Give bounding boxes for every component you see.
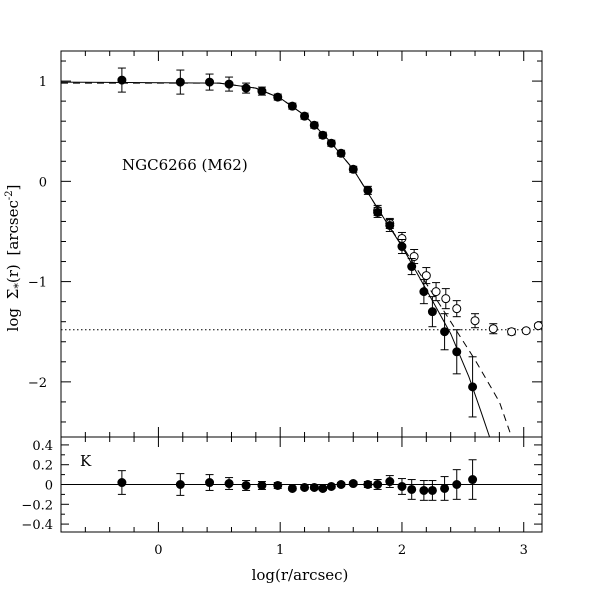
residual-point [363, 480, 373, 489]
residual-point [452, 480, 462, 489]
y-label-sigma: Σ [4, 289, 22, 300]
profile-panel: 1 0 −1 −2 [28, 50, 543, 438]
residual-point [175, 480, 185, 489]
filled-data-point [273, 92, 283, 102]
fit-curve-solid [61, 81, 491, 437]
residual-point [224, 479, 234, 489]
filled-data-point [205, 77, 215, 87]
residual-point [309, 482, 319, 492]
open-data-point [507, 327, 517, 337]
filled-data-point [407, 262, 417, 272]
filled-data-point [224, 79, 234, 89]
x-tick-label: 1 [276, 543, 284, 558]
y-tick-label: −2 [28, 376, 47, 391]
y-label-star: * [12, 283, 25, 289]
residual-point [241, 480, 251, 490]
y-tick-label: −0.4 [21, 518, 53, 533]
residual-point [373, 480, 383, 489]
filled-data-point [309, 120, 319, 130]
open-data-point [533, 321, 543, 331]
residual-point [348, 479, 358, 489]
top-annotation: NGC6266 (M62) [122, 156, 248, 174]
y-tick-label: 0.2 [32, 459, 53, 474]
filled-data-point [175, 77, 185, 87]
x-tick-label: 3 [520, 543, 528, 558]
y-axis-label: log Σ*(r) [arcsec-2] [4, 185, 25, 332]
y-tick-label: 1 [39, 75, 47, 90]
open-data-point [431, 287, 441, 297]
filled-data-point [117, 75, 127, 85]
residual-point [287, 483, 297, 493]
filled-data-point [300, 111, 310, 121]
y-tick-label: 0 [45, 479, 53, 494]
y-tick-label: −0.2 [21, 498, 53, 513]
x-tick-label: 0 [154, 543, 162, 558]
residual-point [326, 481, 336, 491]
y-label-r: (r) [4, 264, 22, 283]
residual-point [318, 483, 328, 493]
residual-point [440, 483, 450, 493]
filled-data-point [363, 185, 373, 195]
residual-panel: 0 1 2 3 0.4 0.2 0 −0.2 −0.4 [21, 436, 543, 558]
residual-point [205, 478, 215, 488]
open-data-point [521, 326, 531, 336]
filled-data-point [257, 86, 267, 96]
y-label-exp: -2 [4, 190, 15, 200]
y-tick-label: −1 [28, 276, 47, 291]
residual-point [468, 475, 478, 485]
open-data-point [470, 316, 480, 326]
filled-data-point [440, 327, 450, 337]
x-tick-label: 2 [398, 543, 406, 558]
filled-data-point [241, 83, 251, 93]
x-axis-label: log(r/arcsec) [252, 566, 349, 584]
open-data-point [441, 294, 451, 304]
filled-data-point [385, 220, 395, 230]
residual-point [117, 478, 127, 488]
filled-data-point [419, 287, 429, 297]
open-data-point [452, 304, 462, 314]
residual-point [385, 477, 395, 487]
residual-point [273, 480, 283, 490]
residual-point [397, 481, 407, 491]
residual-point [407, 484, 417, 494]
filled-data-point [348, 164, 358, 174]
y-label-close: ] [4, 185, 22, 191]
open-data-point [488, 324, 498, 334]
y-tick-label: 0 [39, 175, 47, 190]
y-tick-label: 0.4 [32, 439, 53, 454]
residual-point [427, 485, 437, 495]
residual-point [257, 480, 267, 490]
filled-data-point [287, 101, 297, 111]
filled-data-point [468, 382, 478, 392]
bottom-annotation: K [80, 452, 92, 470]
filled-data-point [452, 347, 462, 357]
filled-data-point [336, 148, 346, 158]
filled-data-point [318, 130, 328, 140]
residual-point [336, 480, 346, 489]
y-label-log: log [4, 308, 22, 332]
residual-point [419, 485, 429, 495]
filled-data-point [427, 307, 437, 317]
filled-data-point [397, 242, 407, 252]
residual-point [300, 482, 310, 492]
y-label-unit: [arcsec [4, 200, 22, 255]
filled-data-point [326, 138, 336, 148]
open-data-point [421, 271, 431, 281]
fit-curve-dashed [61, 82, 513, 437]
filled-data-point [373, 207, 383, 217]
